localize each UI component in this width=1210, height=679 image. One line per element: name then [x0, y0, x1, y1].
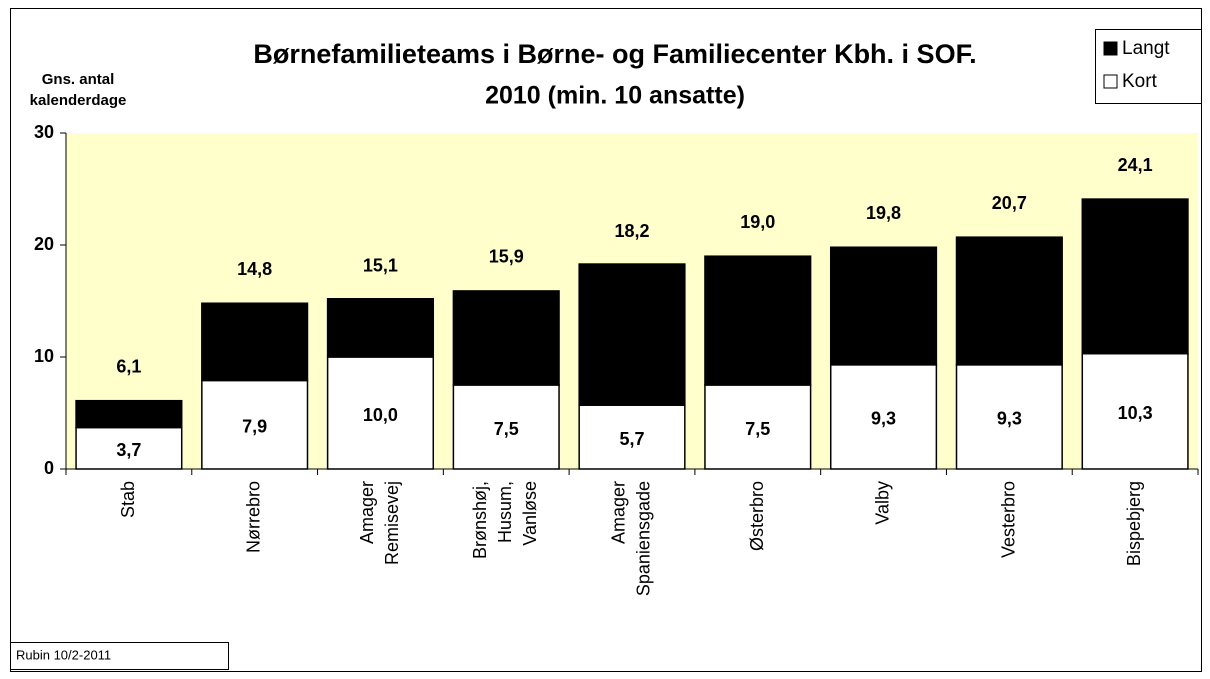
value-label: 5,2 — [368, 320, 393, 340]
chart-title: Børnefamilieteams i Børne- og Familiecen… — [253, 39, 976, 69]
total-label: 18,2 — [614, 221, 649, 241]
x-tick-label: Amager Remisevej — [357, 481, 402, 565]
bar-segment — [75, 399, 183, 429]
bar-segment — [452, 290, 560, 386]
value-label: 2,4 — [116, 406, 141, 426]
bar-segment — [326, 298, 435, 358]
value-label: 12,6 — [614, 326, 649, 346]
y-tick-label: 0 — [44, 458, 54, 478]
y-tick-label: 20 — [34, 234, 54, 254]
value-label: 13,8 — [1118, 268, 1153, 288]
bar-segment — [452, 384, 560, 470]
bar-segment — [955, 236, 1063, 366]
value-label: 10,3 — [1118, 403, 1153, 423]
chart-title: 2010 (min. 10 ansatte) — [485, 82, 745, 110]
value-label: 6,9 — [242, 334, 267, 354]
total-label: 19,0 — [740, 212, 775, 232]
legend-swatch — [1103, 41, 1118, 56]
bar-segment — [578, 263, 686, 406]
bar-segment — [704, 384, 812, 470]
legend-label: Langt — [1122, 38, 1170, 59]
total-label: 19,8 — [866, 203, 901, 223]
bar-segment — [955, 364, 1063, 470]
total-label: 15,1 — [363, 256, 398, 276]
value-label: 7,5 — [494, 419, 519, 439]
footnote-box — [10, 642, 229, 670]
x-tick-label: Amager Spaniensgade — [608, 481, 653, 596]
x-tick-label: Stab — [118, 481, 138, 518]
value-label: 5,7 — [619, 429, 644, 449]
legend-swatch — [1103, 74, 1118, 89]
value-label: 3,7 — [116, 440, 141, 460]
x-tick-label: Nørrebro — [243, 481, 263, 553]
y-tick-label: 10 — [34, 346, 54, 366]
bar-segment — [75, 426, 183, 470]
x-tick-label: Østerbro — [747, 481, 767, 551]
total-label: 20,7 — [992, 193, 1027, 213]
value-label: 9,3 — [997, 409, 1022, 429]
bar-segment — [1081, 352, 1189, 470]
total-label: 6,1 — [116, 356, 141, 376]
value-label: 7,5 — [745, 419, 770, 439]
total-label: 14,8 — [237, 259, 272, 279]
bar-segment — [704, 255, 812, 386]
value-label: 10,5 — [866, 298, 901, 318]
value-label: 11,5 — [741, 312, 775, 332]
bar-segment — [1081, 198, 1189, 355]
x-tick-label: Brønshøj, Husum, Vanløse — [470, 481, 540, 559]
legend-label: Kort — [1122, 71, 1158, 92]
x-tick-label: Bispebjerg — [1124, 481, 1144, 566]
total-label: 15,9 — [489, 247, 524, 267]
bar-segment — [326, 356, 435, 470]
value-label: 8,4 — [494, 330, 519, 350]
footnote: Rubin 10/2-2011 — [16, 647, 111, 662]
x-tick-label: Valby — [872, 481, 892, 525]
value-label: 11,4 — [992, 293, 1026, 313]
y-axis-label: kalenderdage — [30, 92, 127, 109]
value-label: 9,3 — [871, 409, 896, 429]
total-label: 24,1 — [1118, 155, 1153, 175]
value-label: 7,9 — [242, 417, 267, 437]
bar-segment — [829, 246, 938, 366]
bar-segment — [201, 302, 309, 382]
y-tick-label: 30 — [34, 122, 54, 142]
bar-segment — [829, 364, 938, 470]
bar-segment — [201, 379, 309, 470]
x-tick-label: Vesterbro — [998, 481, 1018, 558]
value-label: 10,0 — [363, 405, 398, 425]
y-axis-label: Gns. antal — [42, 71, 115, 88]
